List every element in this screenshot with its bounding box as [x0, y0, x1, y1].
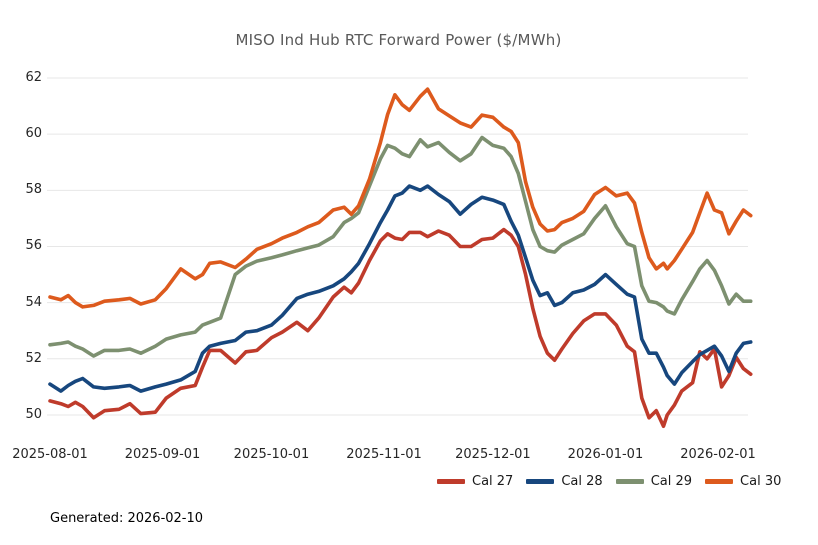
legend-swatch-icon — [526, 479, 555, 484]
legend: Cal 27 Cal 28 Cal 29 Cal 30 — [437, 474, 781, 489]
x-tick-label-2026-02-01: 2026-02-01 — [680, 447, 756, 462]
line-cal-27 — [48, 227, 753, 429]
line-cal-28 — [48, 184, 753, 393]
x-tick-label-2025-09-01: 2025-09-01 — [124, 447, 201, 462]
chart-title: MISO Ind Hub RTC Forward Power ($/MWh) — [235, 31, 562, 49]
legend-swatch-icon — [615, 479, 644, 484]
legend-swatch-icon — [705, 479, 734, 484]
x-tick-label-2025-08-01: 2025-08-01 — [12, 447, 88, 462]
x-tick-label-2025-10-01: 2025-10-01 — [233, 447, 310, 462]
y-tick-label-60: 60 — [25, 126, 42, 142]
y-tick-label-52: 52 — [25, 350, 42, 366]
x-tick-label-2025-12-01: 2025-12-01 — [455, 447, 531, 462]
line-cal-30 — [48, 87, 753, 309]
y-tick-label-50: 50 — [25, 406, 42, 422]
y-tick-label-54: 54 — [25, 294, 42, 310]
x-tick-label-2026-01-01: 2026-01-01 — [567, 447, 644, 462]
y-tick-label-62: 62 — [25, 70, 42, 85]
y-tick-label-58: 58 — [25, 182, 42, 198]
legend-item-cal-30: Cal 30 — [705, 474, 781, 489]
legend-label: Cal 27 — [472, 474, 514, 489]
line-cal-29 — [48, 135, 753, 358]
legend-item-cal-29: Cal 29 — [615, 474, 693, 489]
legend-item-cal-27: Cal 27 — [437, 474, 513, 489]
legend-label: Cal 29 — [650, 474, 693, 489]
legend-swatch-icon — [437, 479, 465, 484]
y-tick-label-56: 56 — [25, 238, 42, 254]
generated-timestamp: Generated: 2026-02-10 — [50, 511, 204, 526]
x-tick-label-2025-11-01: 2025-11-01 — [346, 447, 422, 462]
legend-label: Cal 28 — [561, 474, 603, 489]
legend-label: Cal 30 — [740, 474, 782, 489]
legend-item-cal-28: Cal 28 — [526, 474, 603, 489]
gridlines — [47, 77, 748, 416]
